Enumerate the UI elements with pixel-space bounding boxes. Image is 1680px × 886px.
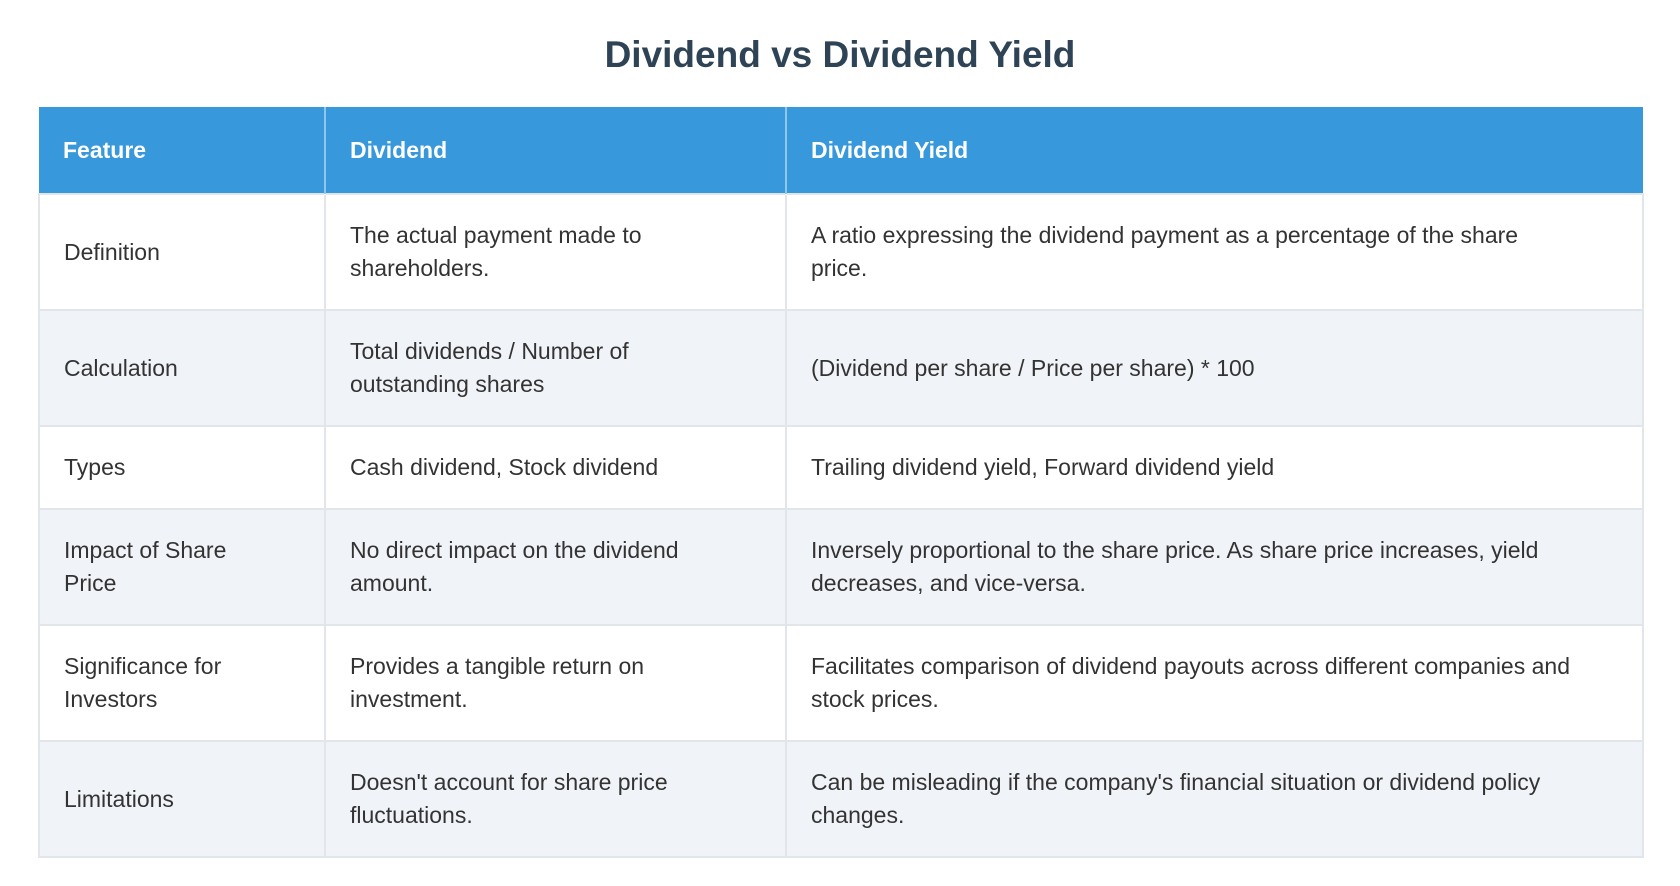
table-row: Types Cash dividend, Stock dividend Trai…	[38, 425, 1644, 510]
cell-dividend-yield: (Dividend per share / Price per share) *…	[785, 309, 1644, 427]
cell-dividend-yield: Facilitates comparison of dividend payou…	[785, 624, 1644, 742]
comparison-table: Feature Dividend Dividend Yield Definiti…	[38, 107, 1644, 858]
column-header-feature: Feature	[39, 107, 325, 194]
table-header: Feature Dividend Dividend Yield	[39, 107, 1643, 194]
table-body: Definition The actual payment made to sh…	[38, 193, 1644, 858]
page-title: Dividend vs Dividend Yield	[604, 34, 1076, 75]
column-header-dividend: Dividend	[324, 107, 786, 194]
table-row: Definition The actual payment made to sh…	[38, 193, 1644, 311]
cell-dividend: Cash dividend, Stock dividend	[324, 425, 787, 510]
cell-feature: Impact of Share Price	[38, 508, 326, 626]
cell-dividend: Doesn't account for share price fluctuat…	[324, 740, 787, 858]
table-row: Significance for Investors Provides a ta…	[38, 624, 1644, 742]
cell-dividend-yield: Inversely proportional to the share pric…	[785, 508, 1644, 626]
cell-dividend: The actual payment made to shareholders.	[324, 193, 787, 311]
table-row: Impact of Share Price No direct impact o…	[38, 508, 1644, 626]
cell-dividend-yield: Trailing dividend yield, Forward dividen…	[785, 425, 1644, 510]
cell-dividend: No direct impact on the dividend amount.	[324, 508, 787, 626]
header-row: Feature Dividend Dividend Yield	[39, 107, 1643, 194]
column-header-dividend-yield: Dividend Yield	[785, 107, 1643, 194]
cell-feature: Calculation	[38, 309, 326, 427]
cell-feature: Types	[38, 425, 326, 510]
cell-dividend-yield: A ratio expressing the dividend payment …	[785, 193, 1644, 311]
cell-feature: Significance for Investors	[38, 624, 326, 742]
cell-dividend: Total dividends / Number of outstanding …	[324, 309, 787, 427]
table-row: Calculation Total dividends / Number of …	[38, 309, 1644, 427]
table-row: Limitations Doesn't account for share pr…	[38, 740, 1644, 858]
cell-dividend: Provides a tangible return on investment…	[324, 624, 787, 742]
cell-feature: Definition	[38, 193, 326, 311]
cell-dividend-yield: Can be misleading if the company's finan…	[785, 740, 1644, 858]
cell-feature: Limitations	[38, 740, 326, 858]
